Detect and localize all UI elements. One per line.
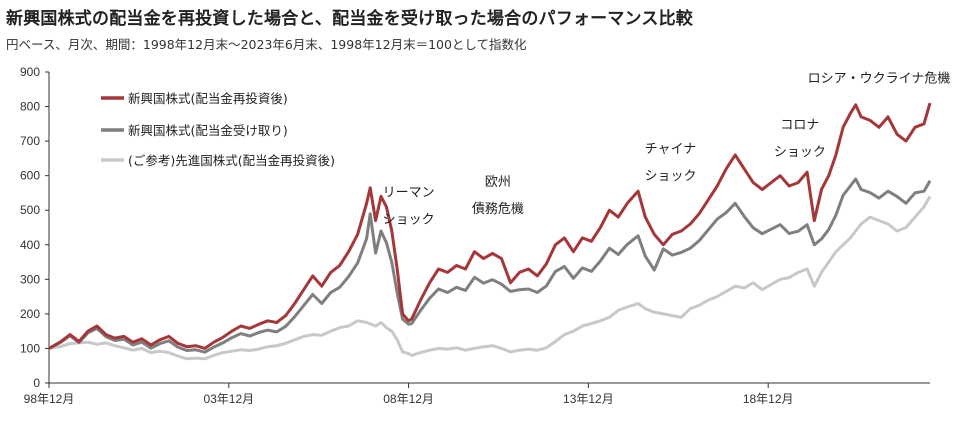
legend-label-2: 新興国株式(配当金受け取り) xyxy=(128,123,288,138)
y-tick-label: 400 xyxy=(20,238,40,252)
legend-label-3: (ご参考)先進国株式(配当金再投資後) xyxy=(128,153,335,168)
x-tick-label: 98年12月 xyxy=(24,392,75,406)
series-line-2 xyxy=(48,177,932,354)
legend: 新興国株式(配当金再投資後) 新興国株式(配当金受け取り) (ご参考)先進国株式(配… xyxy=(101,91,335,168)
y-tick-label: 200 xyxy=(20,307,40,321)
y-tick-label: 700 xyxy=(20,134,40,148)
annotation-label: 債務危機 xyxy=(472,202,524,217)
series-line-3 xyxy=(48,195,932,361)
chart-title: 新興国株式の配当金を再投資した場合と、配当金を受け取った場合のパフォーマンス比較 xyxy=(6,9,693,29)
annotation-label: 欧州 xyxy=(485,175,511,190)
series-lines xyxy=(48,102,932,361)
annotation-label: リーマン xyxy=(383,185,435,200)
y-tick-label: 900 xyxy=(20,65,40,79)
legend-label-1: 新興国株式(配当金再投資後) xyxy=(128,91,288,106)
y-tick-label: 0 xyxy=(33,376,40,390)
y-tick-label: 500 xyxy=(20,203,40,217)
y-tick-label: 800 xyxy=(20,100,40,114)
axes: 0 100 200 300 400 500 600 700 800 900 98年12月 03年12月… xyxy=(20,65,930,406)
x-tick-label: 03年12月 xyxy=(203,392,254,406)
annotation-label: ロシア・ウクライナ危機 xyxy=(808,71,951,86)
annotation-label: チャイナ xyxy=(645,142,697,157)
x-tick-label: 08年12月 xyxy=(383,392,434,406)
x-tick-label: 18年12月 xyxy=(743,392,794,406)
x-tick-label: 13年12月 xyxy=(563,392,614,406)
annotation-label: ショック xyxy=(774,145,826,160)
annotation-label: ショック xyxy=(644,169,696,184)
annotation-label: コロナ xyxy=(780,118,819,133)
chart-subtitle: 円ベース、月次、期間：1998年12月末〜2023年6月末、1998年12月末＝… xyxy=(6,37,527,52)
y-tick-label: 300 xyxy=(20,272,40,286)
series-line-1 xyxy=(48,102,932,350)
y-tick-label: 100 xyxy=(20,341,40,355)
annotation-label: ショック xyxy=(383,212,435,227)
y-tick-label: 600 xyxy=(20,169,40,183)
